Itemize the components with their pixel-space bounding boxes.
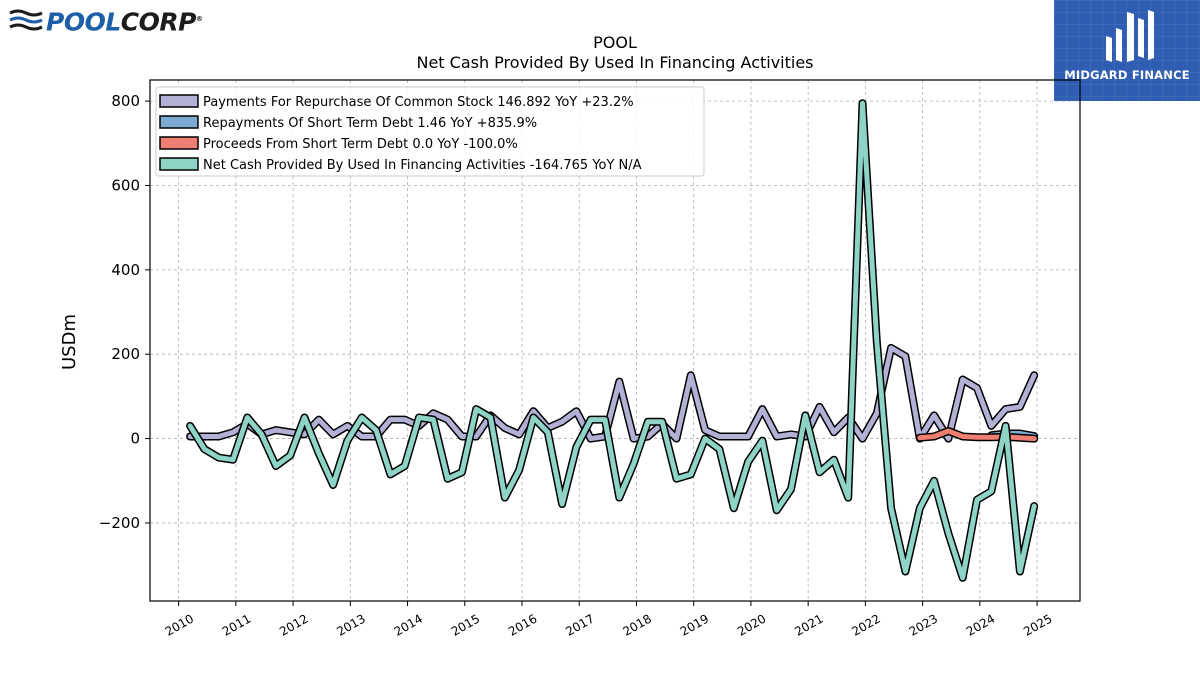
x-tick-label: 2018 bbox=[621, 611, 654, 638]
series-3-line bbox=[187, 100, 1037, 581]
legend: Payments For Repurchase Of Common Stock … bbox=[155, 86, 705, 177]
legend-swatch bbox=[159, 136, 199, 150]
x-tick-label: 2021 bbox=[792, 611, 825, 638]
y-tick-label: 600 bbox=[111, 176, 140, 194]
midgard-logo-icon bbox=[1106, 10, 1154, 62]
x-tick-label: 2025 bbox=[1021, 611, 1054, 638]
chart-title: POOL bbox=[593, 33, 637, 52]
poolcorp-logo: POOLCORP® bbox=[8, 5, 203, 37]
plot-frame bbox=[149, 79, 1081, 602]
x-tick-label: 2013 bbox=[334, 611, 367, 638]
y-tick-label: 0 bbox=[130, 430, 140, 448]
x-tick-label: 2011 bbox=[220, 611, 253, 638]
x-tick-label: 2024 bbox=[964, 611, 997, 638]
legend-label: Net Cash Provided By Used In Financing A… bbox=[203, 158, 642, 173]
badge-label: MIDGARD FINANCE bbox=[1064, 68, 1190, 82]
series-2-line bbox=[917, 428, 1037, 442]
x-tick-label: 2023 bbox=[907, 611, 940, 638]
wave-icon bbox=[9, 9, 43, 31]
legend-swatch bbox=[159, 157, 199, 171]
legend-swatch bbox=[159, 115, 199, 129]
x-tick-label: 2015 bbox=[449, 611, 482, 638]
legend-swatch bbox=[159, 94, 199, 108]
x-tick-label: 2017 bbox=[563, 611, 596, 638]
x-tick-label: 2010 bbox=[163, 611, 196, 638]
logo-wordmark: POOLCORP® bbox=[46, 7, 203, 37]
series-layer bbox=[186, 99, 1039, 582]
midgard-finance-badge: MIDGARD FINANCE bbox=[1054, 0, 1200, 101]
x-tick-label: 2019 bbox=[678, 611, 711, 638]
series-0-line bbox=[187, 345, 1037, 442]
y-tick-label: 800 bbox=[111, 92, 140, 110]
y-tick-label: 400 bbox=[111, 261, 140, 279]
x-tick-label: 2022 bbox=[849, 611, 882, 638]
legend-box bbox=[155, 86, 705, 177]
x-tick-label: 2020 bbox=[735, 611, 768, 638]
y-tick-label: 200 bbox=[111, 345, 140, 363]
chart-subtitle: Net Cash Provided By Used In Financing A… bbox=[416, 53, 813, 72]
y-axis-label: USDm bbox=[59, 314, 80, 370]
legend-label: Repayments Of Short Term Debt 1.46 YoY +… bbox=[203, 116, 537, 131]
x-tick-label: 2016 bbox=[506, 611, 539, 638]
x-tick-label: 2014 bbox=[392, 611, 425, 638]
y-tick-label: −200 bbox=[99, 514, 140, 532]
legend-label: Payments For Repurchase Of Common Stock … bbox=[203, 95, 634, 110]
x-tick-label: 2012 bbox=[277, 611, 310, 638]
legend-label: Proceeds From Short Term Debt 0.0 YoY -1… bbox=[203, 137, 518, 152]
